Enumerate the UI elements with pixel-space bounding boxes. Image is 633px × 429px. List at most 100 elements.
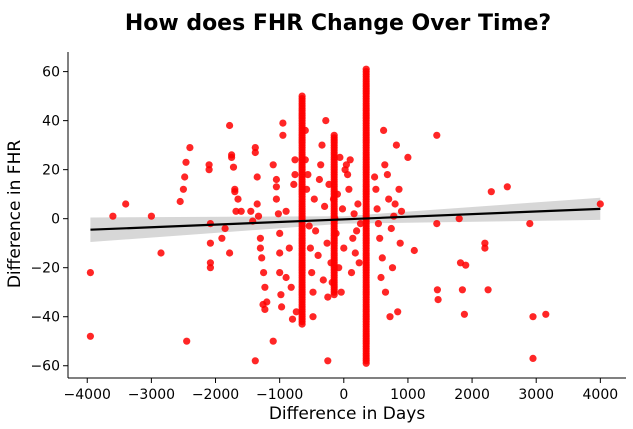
data-point <box>380 126 388 134</box>
data-point <box>254 212 263 220</box>
data-point <box>394 308 402 316</box>
data-point <box>314 251 322 259</box>
x-axis-label: Difference in Days <box>269 404 426 424</box>
data-point <box>269 337 277 345</box>
y-tick-label: −60 <box>30 359 60 375</box>
y-axis-label: Difference in FHR <box>5 140 25 289</box>
data-point <box>272 183 280 191</box>
data-point <box>276 269 284 277</box>
data-point <box>176 197 184 206</box>
data-point <box>309 313 317 321</box>
y-tick-label: 0 <box>51 212 60 228</box>
y-tick-label: 40 <box>42 114 60 130</box>
data-point <box>274 210 282 218</box>
data-point <box>256 244 264 252</box>
data-point <box>206 220 214 228</box>
data-point <box>342 161 350 169</box>
data-point <box>462 261 470 269</box>
data-point <box>251 148 259 157</box>
data-point <box>253 200 261 208</box>
data-point <box>288 315 297 323</box>
data-point <box>381 161 389 169</box>
y-tick-label: 20 <box>42 163 60 179</box>
data-point <box>309 288 317 296</box>
data-point <box>354 200 362 208</box>
data-point <box>269 161 277 169</box>
data-point <box>308 269 316 277</box>
data-point <box>481 244 489 252</box>
data-point <box>355 259 363 267</box>
data-point <box>253 173 261 181</box>
data-point <box>205 166 213 174</box>
data-point <box>338 205 347 213</box>
data-point <box>272 195 280 203</box>
data-point <box>226 249 234 257</box>
data-point <box>396 239 404 247</box>
data-point <box>277 291 285 299</box>
data-point <box>385 195 393 203</box>
data-point <box>351 249 359 257</box>
data-point <box>433 220 441 228</box>
data-point <box>122 200 130 208</box>
regression-line <box>90 207 601 231</box>
data-point <box>290 180 298 188</box>
data-point <box>86 269 94 277</box>
data-point <box>279 119 287 127</box>
data-point <box>312 227 320 235</box>
data-point <box>179 185 187 193</box>
data-point <box>261 305 269 313</box>
data-point <box>256 234 264 242</box>
regression-line-layer <box>90 207 601 231</box>
data-point <box>340 244 348 252</box>
data-point <box>362 65 370 73</box>
x-tick-label: 0 <box>339 387 348 403</box>
data-point <box>221 224 229 233</box>
data-point <box>182 158 190 166</box>
x-tick-label: −4000 <box>64 387 111 403</box>
data-point <box>147 212 155 220</box>
data-point <box>529 354 537 362</box>
data-point <box>410 246 418 255</box>
data-point <box>347 269 356 277</box>
data-point <box>183 337 191 345</box>
data-point <box>291 171 299 179</box>
data-point <box>206 264 214 272</box>
data-point <box>458 286 466 294</box>
data-point <box>310 195 318 203</box>
data-point <box>356 220 365 228</box>
data-point <box>383 171 391 179</box>
chart-title: How does FHR Change Over Time? <box>125 11 551 36</box>
x-tick-label: 3000 <box>518 387 554 403</box>
data-point <box>503 183 511 191</box>
data-point <box>377 273 385 282</box>
data-point <box>434 296 442 304</box>
data-point <box>378 254 386 262</box>
data-point <box>395 185 403 193</box>
data-point <box>321 202 329 210</box>
data-point <box>237 207 245 215</box>
data-point <box>404 153 412 161</box>
data-point <box>272 175 280 184</box>
data-point <box>306 244 314 252</box>
data-point <box>287 283 295 291</box>
data-point <box>386 313 394 321</box>
data-point <box>181 173 189 181</box>
data-point <box>276 229 284 237</box>
data-point <box>324 293 332 301</box>
data-point <box>319 276 327 284</box>
data-points-layer <box>86 65 604 367</box>
data-point <box>234 195 242 203</box>
data-point <box>292 308 300 316</box>
data-point <box>285 244 293 252</box>
data-point <box>229 163 238 171</box>
data-point <box>388 264 397 272</box>
data-point <box>374 220 382 228</box>
x-tick-label: 4000 <box>583 387 619 403</box>
data-point <box>487 188 495 196</box>
x-ticks: −4000 −3000 −2000 −1000 0 1000 2000 3000 4000 <box>64 378 619 403</box>
data-point <box>526 220 534 228</box>
data-point <box>232 207 240 215</box>
y-tick-label: −20 <box>30 261 60 277</box>
data-point <box>260 269 268 277</box>
x-tick-label: −3000 <box>128 387 175 403</box>
